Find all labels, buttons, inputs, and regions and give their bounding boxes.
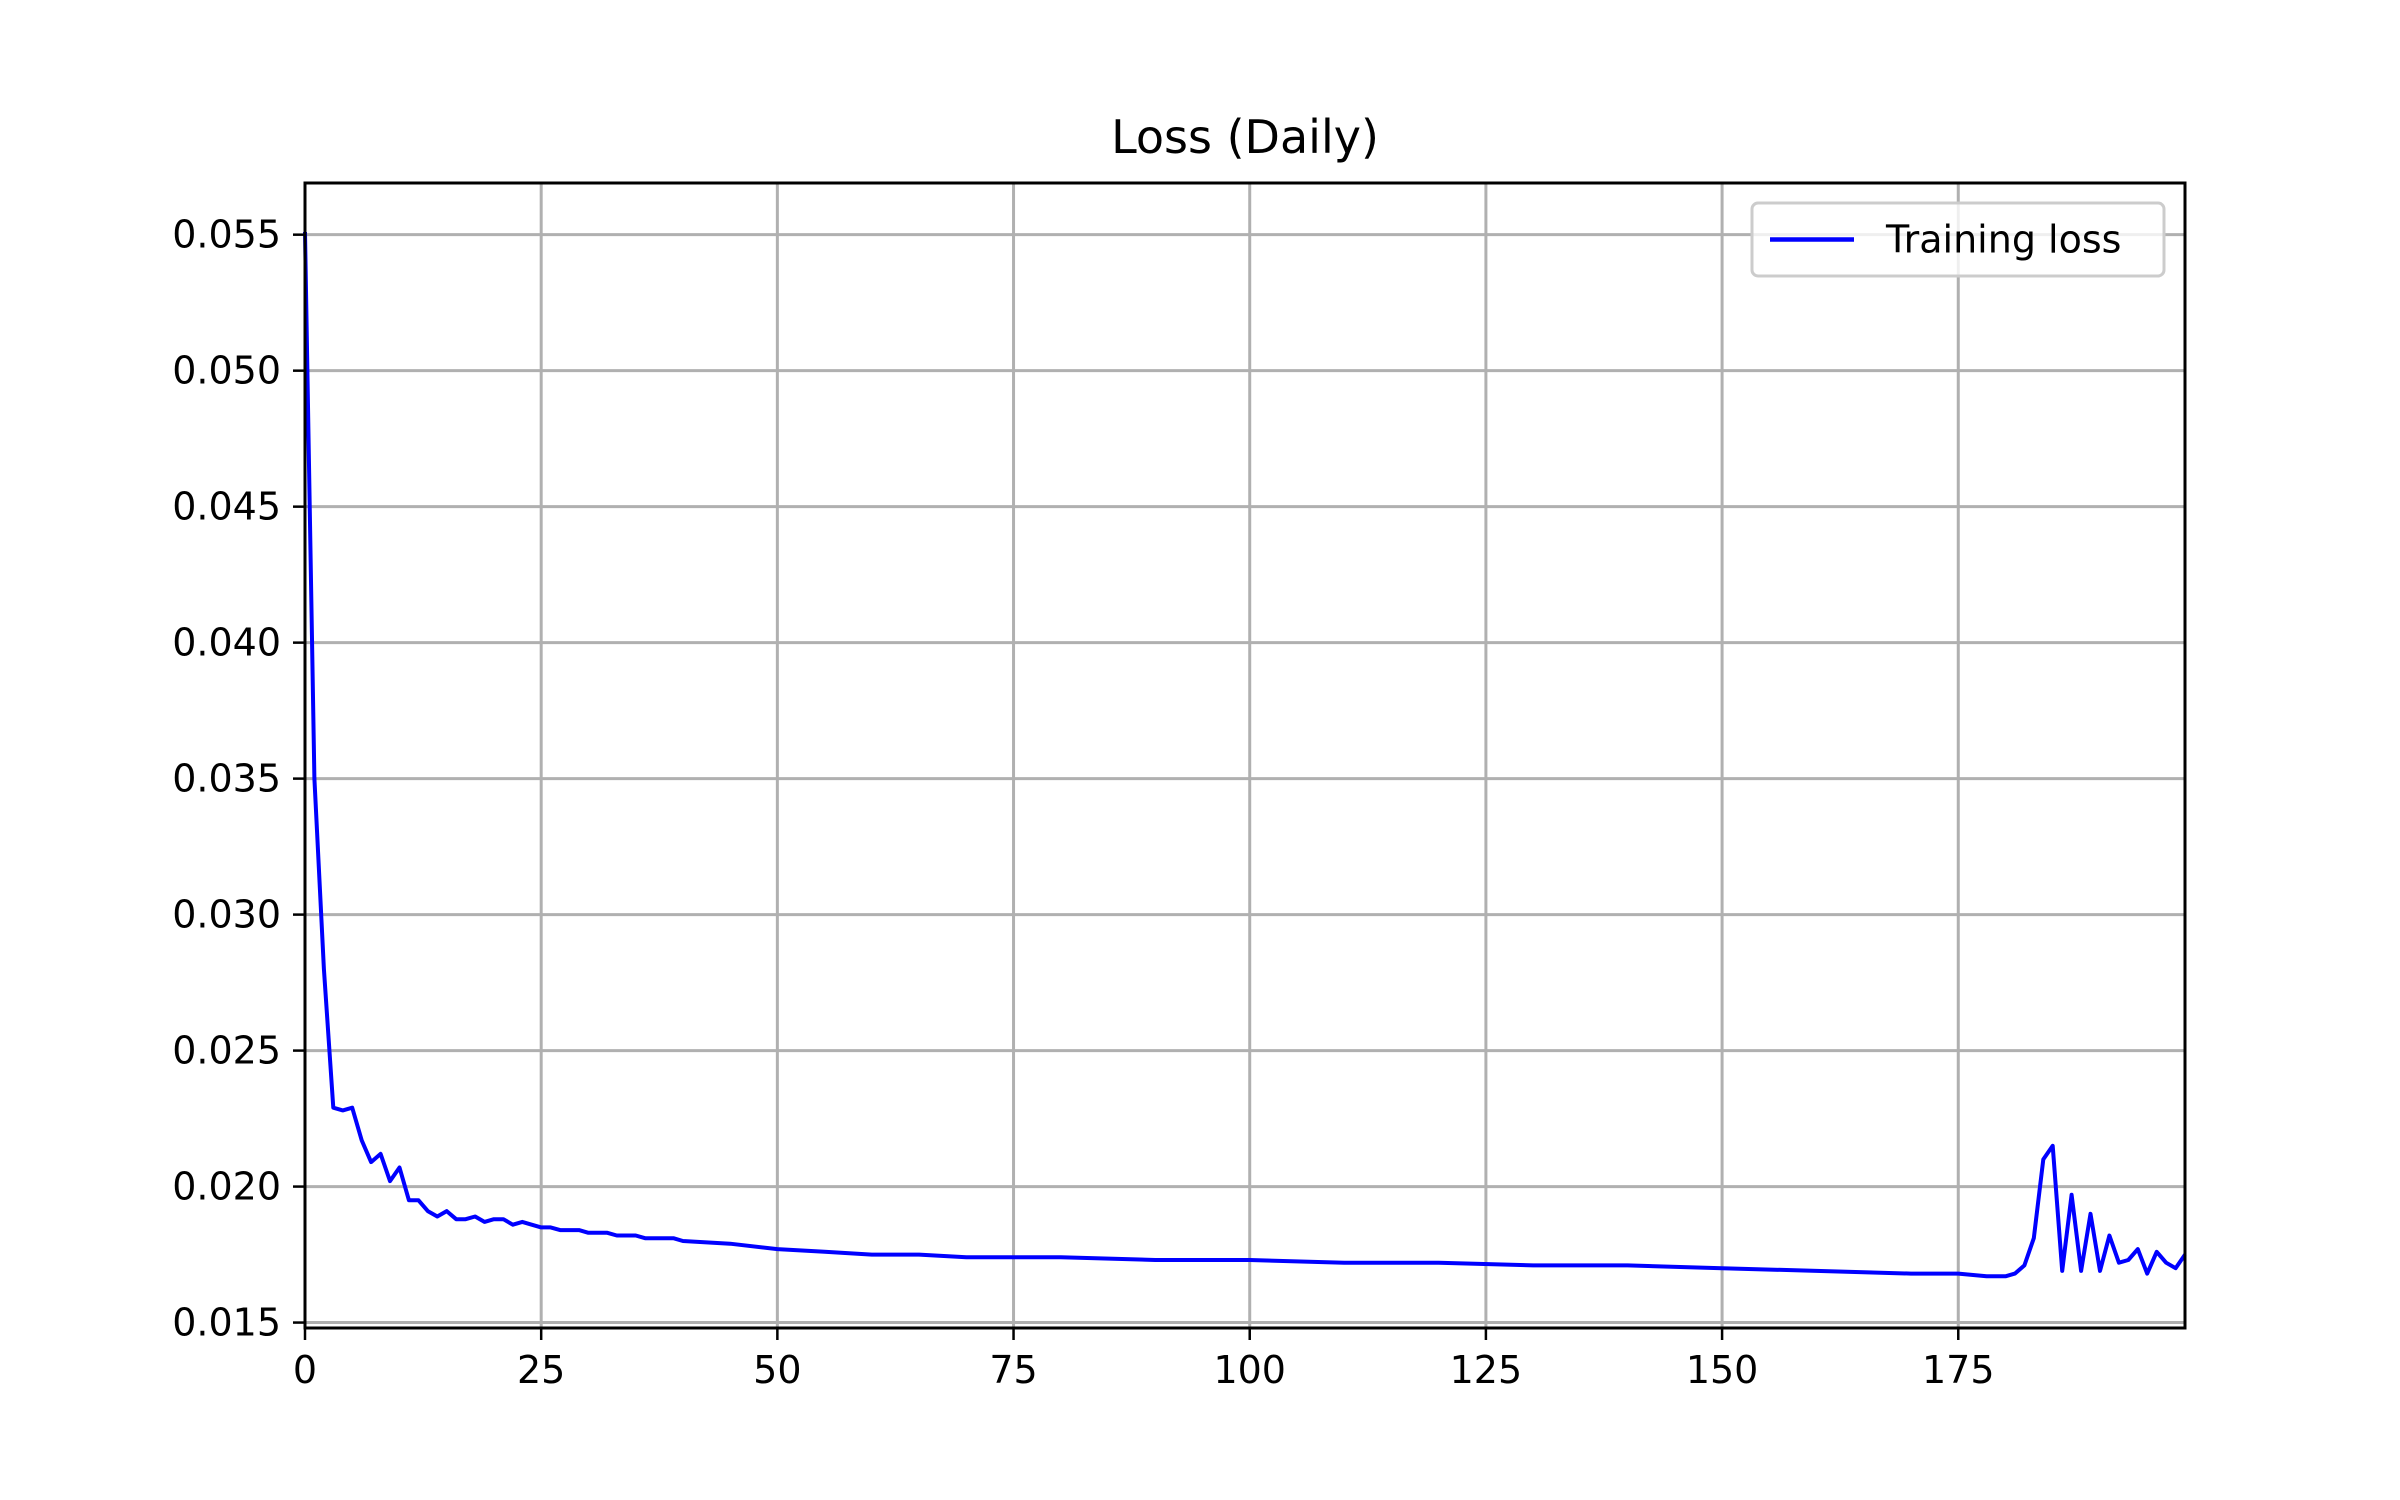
x-tick-label: 125 [1450, 1348, 1523, 1392]
x-tick-label: 150 [1686, 1348, 1759, 1392]
x-tick-label: 100 [1213, 1348, 1286, 1392]
x-tick-label: 25 [517, 1348, 565, 1392]
y-tick-label: 0.020 [172, 1165, 281, 1209]
y-tick-label: 0.055 [172, 213, 281, 257]
axis-ticks: 0 25 50 75 100 125 150 175 0.015 0.020 0.025 0.030 0… [172, 213, 1994, 1392]
y-tick-label: 0.035 [172, 757, 281, 801]
x-tick-label: 75 [989, 1348, 1037, 1392]
grid-lines [303, 183, 2185, 1328]
plot-frame [303, 181, 2187, 1330]
x-tick-label: 50 [753, 1348, 801, 1392]
series-layer [303, 231, 2187, 1279]
y-tick-label: 0.045 [172, 485, 281, 529]
y-tick-label: 0.030 [172, 893, 281, 937]
y-tick-label: 0.040 [172, 621, 281, 665]
y-tick-label: 0.015 [172, 1301, 281, 1345]
legend-box [1750, 201, 2166, 278]
y-tick-label: 0.050 [172, 349, 281, 393]
chart-title: Loss (Daily) [1111, 110, 1379, 164]
y-tick-label: 0.025 [172, 1029, 281, 1073]
x-tick-label: 175 [1922, 1348, 1995, 1392]
legend-label: Training loss [1885, 218, 2121, 262]
legend: Training loss [1750, 201, 2166, 278]
series-line-training-loss [303, 231, 2187, 1279]
x-tick-label: 0 [293, 1348, 317, 1392]
